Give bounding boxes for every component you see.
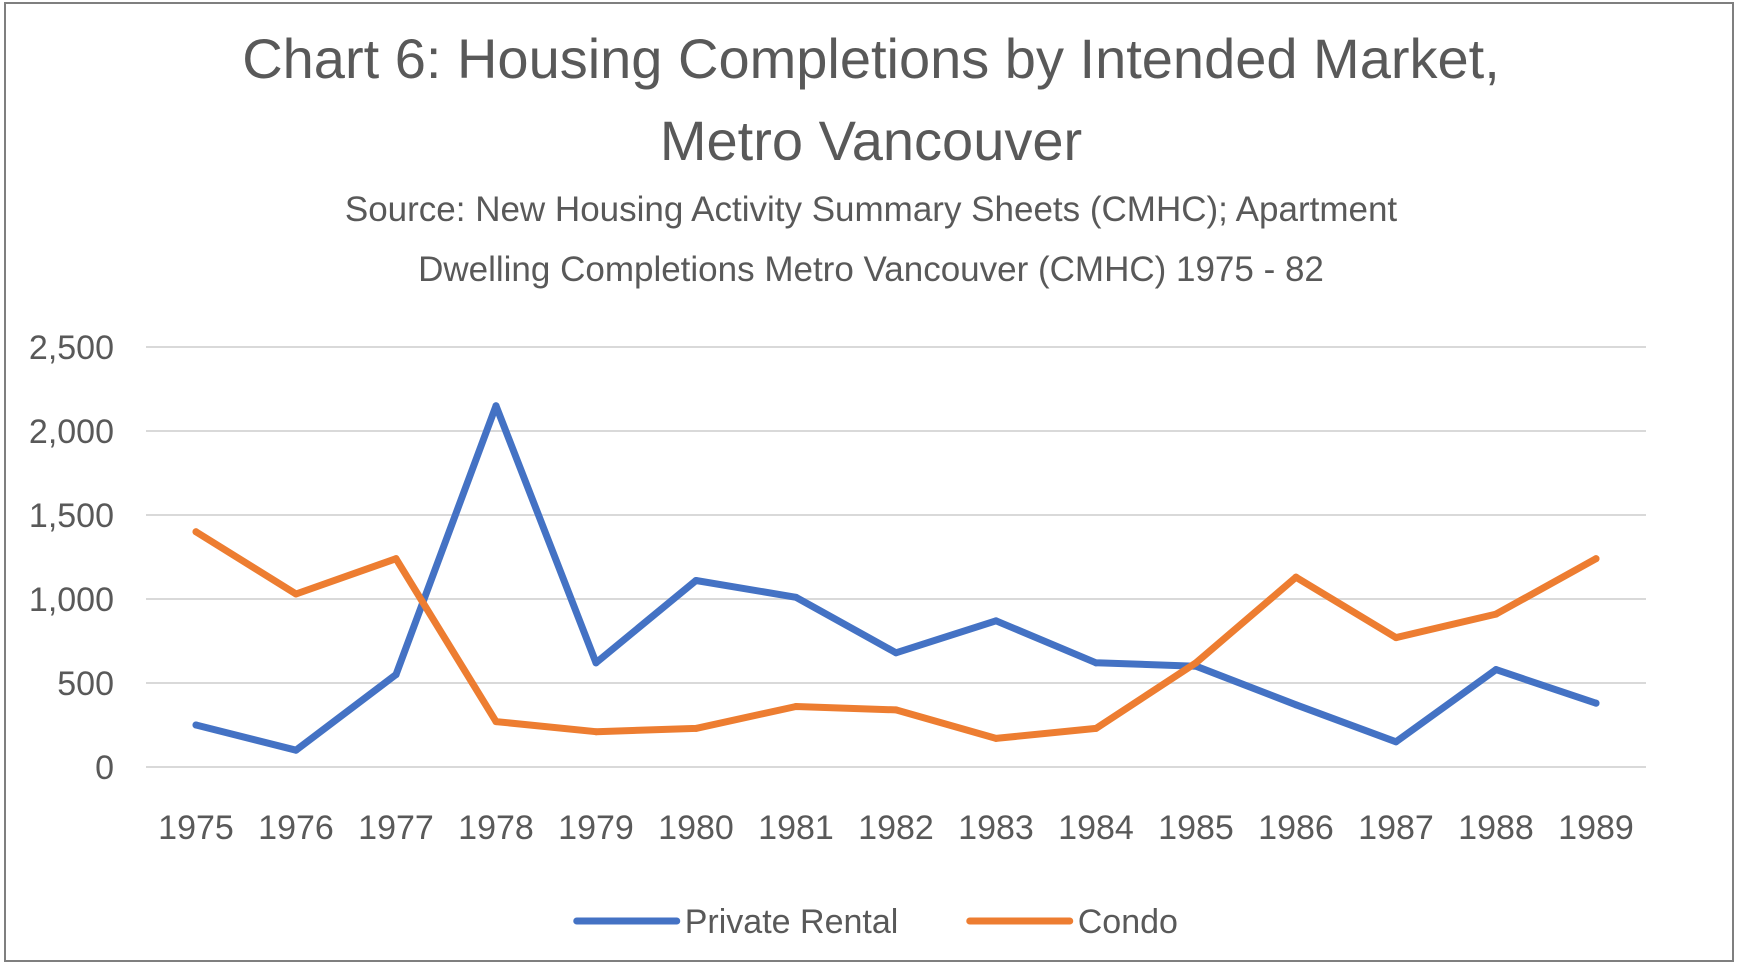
x-tick-label: 1976 (258, 809, 334, 847)
chart-subtitle-line-2: Dwelling Completions Metro Vancouver (CM… (418, 250, 1324, 289)
legend-label-condo: Condo (1078, 903, 1178, 941)
data-point (492, 718, 500, 726)
y-tick-label: 1,500 (29, 497, 114, 535)
data-point (1492, 666, 1500, 674)
data-point (792, 703, 800, 711)
y-tick-label: 2,500 (29, 329, 114, 367)
x-tick-label: 1983 (958, 809, 1034, 847)
line-chart: 0 500 1,000 1,500 2,000 2,500 1975 1976 1977 1978… (29, 329, 1646, 941)
x-tick-label: 1982 (858, 809, 934, 847)
data-point (392, 671, 400, 679)
data-point (1292, 573, 1300, 581)
data-point (392, 555, 400, 563)
data-point (1292, 701, 1300, 709)
x-tick-label: 1975 (158, 809, 234, 847)
chart-subtitle: Source: New Housing Activity Summary She… (6, 180, 1736, 300)
data-point (1092, 659, 1100, 667)
data-point (892, 649, 900, 657)
data-point (1392, 634, 1400, 642)
x-tick-label: 1977 (358, 809, 434, 847)
chart-subtitle-line-1: Source: New Housing Activity Summary She… (344, 190, 1398, 229)
data-point (1192, 659, 1200, 667)
x-tick-label: 1985 (1158, 809, 1234, 847)
data-point (992, 617, 1000, 625)
x-tick-label: 1984 (1058, 809, 1134, 847)
x-tick-label: 1988 (1458, 809, 1534, 847)
legend-label-private-rental: Private Rental (685, 903, 899, 941)
data-point (1492, 610, 1500, 618)
chart-title-line-1: Chart 6: Housing Completions by Intended… (242, 27, 1500, 90)
data-point (1092, 724, 1100, 732)
data-point (792, 593, 800, 601)
data-point (592, 728, 600, 736)
x-tick-label: 1979 (558, 809, 634, 847)
chart-frame: Chart 6: Housing Completions by Intended… (4, 2, 1734, 962)
data-point (292, 590, 300, 598)
chart-title: Chart 6: Housing Completions by Intended… (6, 18, 1736, 182)
x-tick-label: 1980 (658, 809, 734, 847)
data-point (692, 724, 700, 732)
y-tick-label: 0 (95, 749, 114, 787)
x-tick-label: 1987 (1358, 809, 1434, 847)
data-point (1592, 699, 1600, 707)
data-point (1592, 555, 1600, 563)
x-tick-label: 1978 (458, 809, 534, 847)
y-tick-label: 500 (57, 665, 114, 703)
data-point (592, 659, 600, 667)
data-point (892, 706, 900, 714)
data-point (992, 734, 1000, 742)
y-tick-label: 1,000 (29, 581, 114, 619)
chart-title-line-2: Metro Vancouver (659, 109, 1083, 172)
data-point (1392, 738, 1400, 746)
data-point (292, 746, 300, 754)
data-point (192, 721, 200, 729)
data-point (692, 577, 700, 585)
y-tick-label: 2,000 (29, 413, 114, 451)
data-point (192, 528, 200, 536)
data-point (492, 402, 500, 410)
x-tick-label: 1981 (758, 809, 834, 847)
x-tick-label: 1989 (1558, 809, 1634, 847)
x-tick-label: 1986 (1258, 809, 1334, 847)
